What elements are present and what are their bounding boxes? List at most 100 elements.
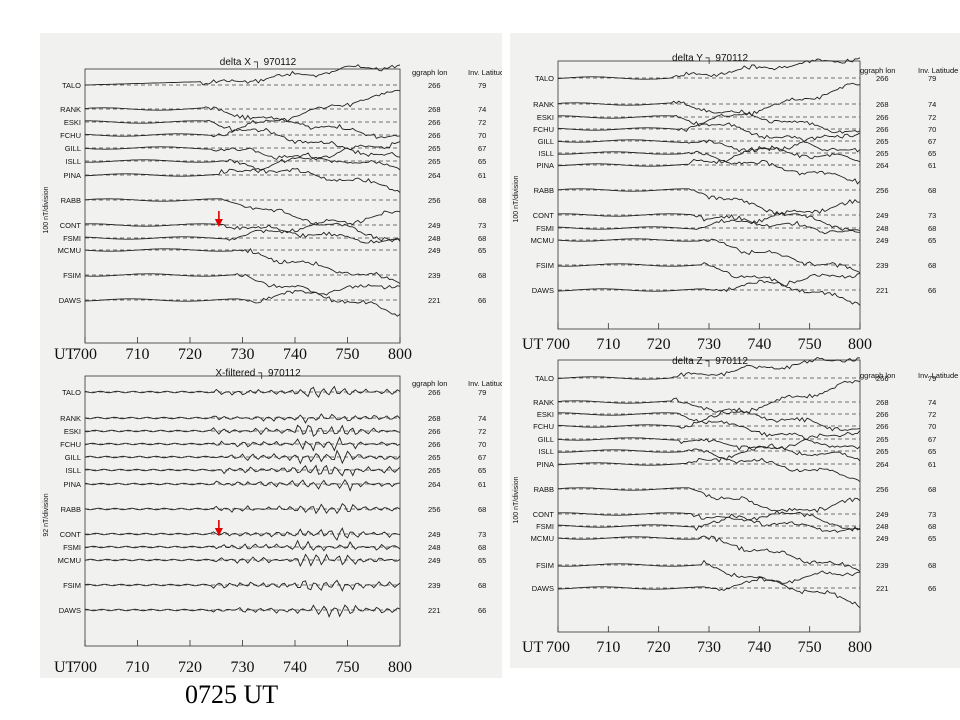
- x-tick-label: 730: [697, 336, 721, 353]
- station-label: MCMU: [58, 246, 81, 255]
- station-lat: 79: [478, 388, 486, 397]
- station-lon: 264: [428, 480, 441, 489]
- trace-fchu: [557, 380, 861, 429]
- station-lat: 67: [478, 144, 486, 153]
- x-tick-label: 740: [283, 346, 307, 363]
- trace-cont: [84, 527, 401, 541]
- col-header-lat: Inv. Latitude: [918, 371, 958, 380]
- trace-mcmu: [557, 238, 861, 274]
- col-header-lat: Inv. Latitude: [918, 66, 958, 75]
- station-label: ISLL: [66, 466, 81, 475]
- trace-gill: [557, 437, 861, 462]
- station-lon: 264: [876, 460, 889, 469]
- station-lon: 268: [876, 398, 889, 407]
- station-lon: 249: [428, 221, 441, 230]
- station-lat: 65: [478, 246, 486, 255]
- station-lat: 79: [928, 74, 936, 83]
- station-label: CONT: [60, 530, 82, 539]
- trace-cont: [557, 512, 861, 533]
- station-label: PINA: [536, 460, 554, 469]
- station-label: TALO: [535, 74, 554, 83]
- station-label: DAWS: [532, 286, 554, 295]
- station-label: DAWS: [532, 584, 554, 593]
- station-lon: 221: [428, 296, 441, 305]
- station-lon: 248: [876, 522, 889, 531]
- station-lat: 73: [478, 221, 486, 230]
- station-lon: 221: [876, 584, 889, 593]
- trace-eski: [558, 115, 861, 153]
- station-lon: 249: [876, 211, 889, 220]
- station-label: ISLL: [539, 447, 554, 456]
- delta-y-chart: delta Y ┐ 970112 ggraph lon Inv. Latitude 1…: [513, 53, 958, 353]
- station-lat: 68: [928, 224, 936, 233]
- station-lon: 239: [876, 561, 889, 570]
- trace-rank: [557, 100, 861, 134]
- station-label: GILL: [65, 453, 81, 462]
- x-tick-label: 800: [848, 336, 872, 353]
- trace-fsim: [84, 579, 401, 592]
- station-lat: 67: [928, 137, 936, 146]
- station-lat: 70: [478, 440, 486, 449]
- delta-z-chart: delta Z ┐ 970112 ggraph lon Inv. Latitude 1…: [513, 356, 958, 656]
- station-lon: 266: [428, 388, 441, 397]
- x-tick-label: 700: [73, 346, 97, 363]
- trace-daws: [84, 284, 401, 304]
- station-lon: 221: [876, 286, 889, 295]
- station-lat: 74: [928, 100, 936, 109]
- trace-rabb: [84, 198, 401, 242]
- trace-pina: [84, 141, 401, 177]
- station-lon: 264: [876, 161, 889, 170]
- station-lon: 266: [876, 374, 889, 383]
- station-lat: 65: [928, 447, 936, 456]
- station-label: RANK: [60, 105, 81, 114]
- station-lon: 239: [876, 261, 889, 270]
- station-label: TALO: [535, 374, 554, 383]
- station-lon: 256: [876, 485, 889, 494]
- station-lon: 249: [428, 530, 441, 539]
- x-tick-label: 700: [546, 336, 570, 353]
- station-lat: 68: [478, 505, 486, 514]
- station-label: PINA: [63, 171, 81, 180]
- x-tick-label: 740: [747, 639, 771, 656]
- station-lon: 256: [876, 186, 889, 195]
- x-tick-label: 710: [126, 659, 150, 676]
- trace-cont: [557, 213, 861, 235]
- station-label: RABB: [534, 485, 554, 494]
- trace-mcmu: [84, 247, 401, 284]
- x-tick-label: 740: [283, 659, 307, 676]
- x-tick-label: 710: [126, 346, 150, 363]
- trace-rabb: [84, 502, 401, 515]
- station-label: RABB: [61, 505, 81, 514]
- station-lat: 65: [928, 534, 936, 543]
- station-label: FSMI: [63, 234, 81, 243]
- onset-arrow-head: [214, 219, 223, 227]
- station-label: FCHU: [60, 131, 81, 140]
- col-header-lon: ggraph lon: [412, 68, 447, 77]
- station-lat: 73: [478, 530, 486, 539]
- station-label: FSIM: [63, 271, 81, 280]
- trace-eski: [84, 424, 401, 437]
- chart-title: X-filtered ┐ 970112: [215, 368, 301, 379]
- station-lon: 268: [876, 100, 889, 109]
- y-axis-label: 92 nT/division: [43, 493, 50, 536]
- station-lon: 265: [876, 447, 889, 456]
- x-tick-label: 800: [388, 659, 412, 676]
- station-label: RANK: [533, 398, 554, 407]
- station-label: MCMU: [531, 236, 554, 245]
- y-axis-label: 100 nT/division: [43, 186, 50, 233]
- ut-label: UT: [522, 639, 544, 656]
- station-label: TALO: [62, 388, 81, 397]
- trace-talo: [557, 356, 861, 380]
- ut-label: UT: [522, 336, 544, 353]
- station-lon: 264: [428, 171, 441, 180]
- station-label: FSIM: [536, 561, 554, 570]
- col-header-lat: Inv. Latitude: [468, 379, 502, 388]
- trace-pina: [557, 430, 861, 466]
- station-lat: 72: [478, 427, 486, 436]
- delta-x-chart: delta X ┐ 970112 ggraph lon Inv. Latitude 1…: [43, 57, 502, 363]
- trace-gill: [84, 449, 401, 465]
- station-label: ESKI: [537, 113, 554, 122]
- station-lat: 65: [478, 157, 486, 166]
- ut-label: UT: [54, 659, 76, 676]
- station-lon: 266: [876, 74, 889, 83]
